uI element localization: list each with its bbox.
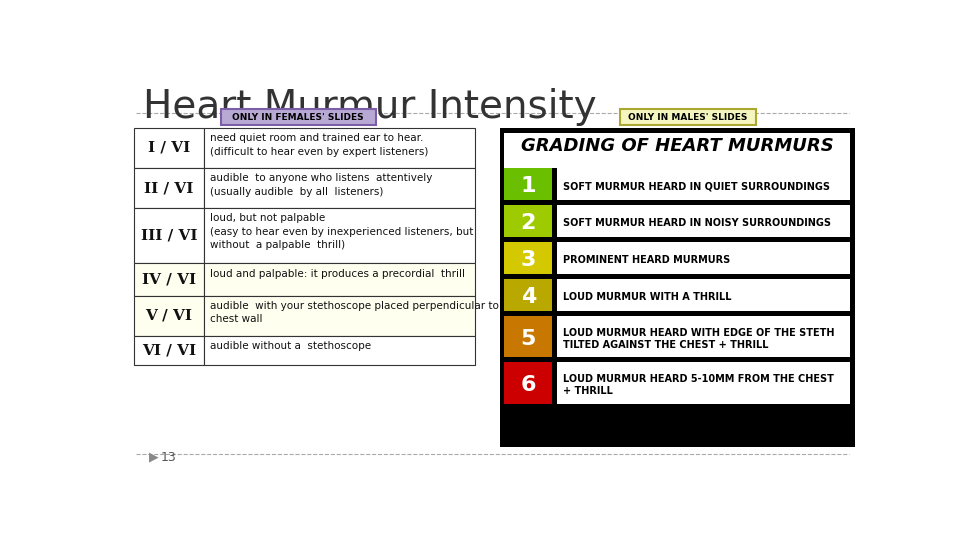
Text: 13: 13 <box>160 451 176 464</box>
Bar <box>557 242 850 274</box>
Bar <box>504 205 552 237</box>
Text: ONLY IN MALES' SLIDES: ONLY IN MALES' SLIDES <box>628 113 748 122</box>
Text: loud and palpable: it produces a precordial  thrill: loud and palpable: it produces a precord… <box>210 269 465 279</box>
Text: Heart Murmur Intensity: Heart Murmur Intensity <box>143 88 597 126</box>
Text: audible  with your stethoscope placed perpendicular to
chest wall: audible with your stethoscope placed per… <box>210 301 499 325</box>
FancyBboxPatch shape <box>221 110 375 125</box>
Bar <box>134 264 204 296</box>
Text: III / VI: III / VI <box>140 229 197 243</box>
Text: V / VI: V / VI <box>145 309 192 323</box>
Text: audible without a  stethoscope: audible without a stethoscope <box>210 341 371 351</box>
Bar <box>557 279 850 311</box>
Text: loud, but not palpable
(easy to hear even by inexperienced listeners, but
withou: loud, but not palpable (easy to hear eve… <box>210 213 473 250</box>
Text: need quiet room and trained ear to hear.
(difficult to hear even by expert liste: need quiet room and trained ear to hear.… <box>210 133 428 157</box>
Bar <box>504 279 552 311</box>
Bar <box>134 128 204 168</box>
Bar <box>204 128 475 168</box>
Bar <box>557 362 850 403</box>
Bar <box>134 296 204 336</box>
Bar <box>134 336 204 365</box>
Text: 4: 4 <box>520 287 536 307</box>
Bar <box>204 168 475 208</box>
Bar <box>557 168 850 200</box>
Text: VI / VI: VI / VI <box>142 343 196 357</box>
Text: 5: 5 <box>520 329 536 349</box>
Bar <box>557 205 850 237</box>
Text: LOUD MURMUR HEARD 5-10MM FROM THE CHEST
+ THRILL: LOUD MURMUR HEARD 5-10MM FROM THE CHEST … <box>564 374 834 396</box>
Bar <box>557 316 850 357</box>
Text: SOFT MURMUR HEARD IN NOISY SURROUNDINGS: SOFT MURMUR HEARD IN NOISY SURROUNDINGS <box>564 218 831 228</box>
Text: I / VI: I / VI <box>148 141 190 155</box>
Text: LOUD MURMUR HEARD WITH EDGE OF THE STETH
TILTED AGAINST THE CHEST + THRILL: LOUD MURMUR HEARD WITH EDGE OF THE STETH… <box>564 328 835 350</box>
Bar <box>134 168 204 208</box>
Text: PROMINENT HEARD MURMURS: PROMINENT HEARD MURMURS <box>564 255 731 265</box>
Bar <box>134 208 204 264</box>
Bar <box>504 316 552 357</box>
Text: LOUD MURMUR WITH A THRILL: LOUD MURMUR WITH A THRILL <box>564 292 732 302</box>
Text: ONLY IN FEMALES' SLIDES: ONLY IN FEMALES' SLIDES <box>232 113 364 122</box>
Bar <box>204 336 475 365</box>
Text: 6: 6 <box>520 375 537 395</box>
Bar <box>504 132 850 168</box>
Text: GRADING OF HEART MURMURS: GRADING OF HEART MURMURS <box>521 137 833 156</box>
Bar <box>504 362 552 403</box>
Text: 1: 1 <box>520 177 537 197</box>
Text: SOFT MURMUR HEARD IN QUIET SURROUNDINGS: SOFT MURMUR HEARD IN QUIET SURROUNDINGS <box>564 181 830 192</box>
Text: 3: 3 <box>520 251 536 271</box>
Bar <box>204 208 475 264</box>
Bar <box>504 168 552 200</box>
Bar <box>204 264 475 296</box>
Text: IV / VI: IV / VI <box>142 273 196 287</box>
Text: II / VI: II / VI <box>144 181 194 195</box>
Bar <box>504 242 552 274</box>
Text: 2: 2 <box>520 213 536 233</box>
Bar <box>204 296 475 336</box>
Text: ▶: ▶ <box>150 451 159 464</box>
FancyBboxPatch shape <box>620 110 756 125</box>
Bar <box>500 128 854 447</box>
Text: audible  to anyone who listens  attentively
(usually audible  by all  listeners): audible to anyone who listens attentivel… <box>210 173 432 197</box>
